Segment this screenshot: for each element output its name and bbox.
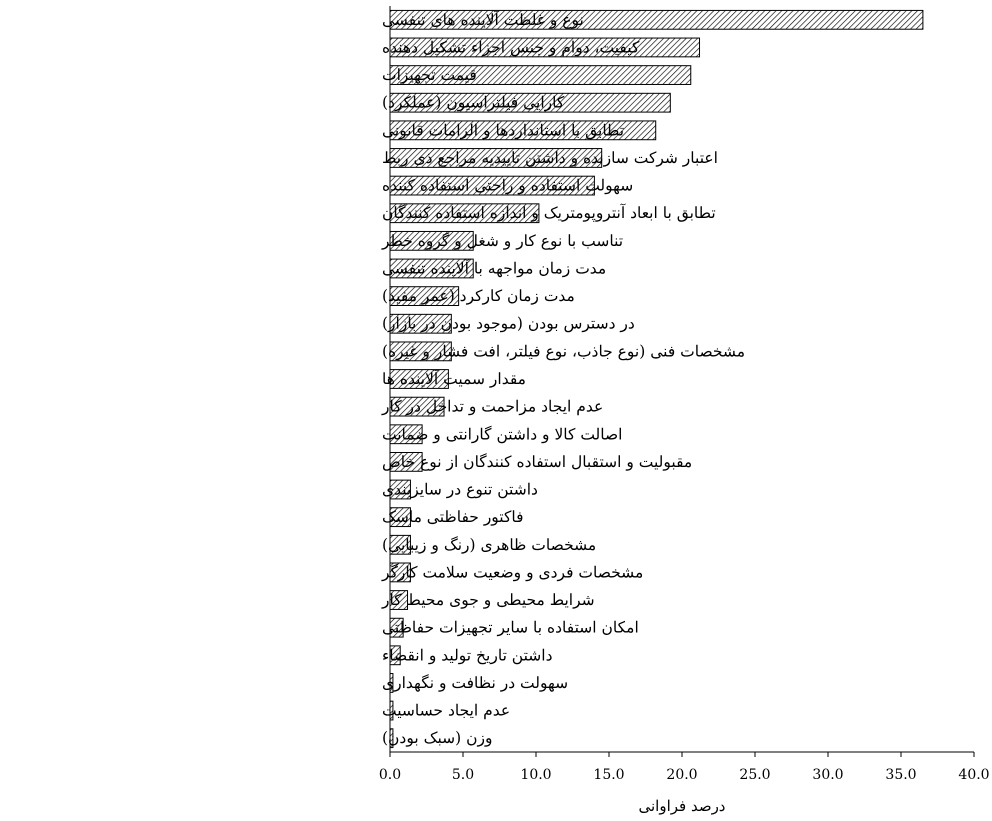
category-label: نوع و غلظت آلاینده های تنفسی [382,9,584,29]
category-label: عدم ایجاد حساسیت [382,702,510,720]
x-tick-label: 10.0 [520,767,551,783]
x-tick-label: 15.0 [593,767,624,783]
category-label: مشخصات فردی و وضعیت سلامت کارگر [381,562,643,581]
category-label: تطابق با ابعاد آنتروپومتریک و اندازه است… [382,202,716,222]
category-label: مدت زمان کارکرد (عمر مفید) [382,287,575,305]
category-label: کارایی فیلتراسیون (عملکرد) [382,94,565,112]
category-label: اصالت کالا و داشتن گارانتی و ضمانت [382,424,622,443]
x-tick-label: 30.0 [812,767,843,783]
x-tick-label: 0.0 [379,767,401,783]
category-label: تناسب با نوع کار و شغل و گروه خطر [381,231,623,250]
category-label: در دسترس بودن (موجود بودن در بازار) [382,315,635,333]
category-labels: نوع و غلظت آلاینده های تنفسی کیفیت، دوام … [381,9,745,747]
x-tick-label: 25.0 [739,767,770,783]
x-tick-label: 35.0 [885,767,916,783]
category-label: قیمت تجهیزات [382,66,477,84]
category-label: کیفیت، دوام و جنس اجزاء تشکیل دهنده [382,38,640,56]
category-label: مدت زمان مواجهه با آلاینده تنفسی [382,257,606,277]
category-label: مشخصات فنی (نوع جاذب، نوع فیلتر، افت فشا… [382,342,745,360]
category-label: سهولت در نظافت و نگهداری [382,673,568,692]
x-axis-title: درصد فراوانی [638,797,725,815]
x-tick-label: 40.0 [958,767,989,783]
category-label: مشخصات ظاهری (رنگ و زیبایی) [382,535,596,554]
x-tick-label: 5.0 [452,767,474,783]
category-label: مقبولیت و استقبال استفاده کنندگان از نوع… [382,452,692,471]
category-label: اعتبار شرکت سازنده و داشتن تاییدیه مراجع… [382,149,718,167]
category-label: شرایط محیطی و جوی محیط کار [381,591,595,609]
category-label: داشتن تاریخ تولید و انقضاء [382,646,553,664]
category-label: فاکتور حفاظتی ماسک [382,508,524,526]
category-label: تطابق با استانداردها و الزامات قانونی [382,121,624,139]
x-tick-label: 20.0 [666,767,697,783]
category-label: وزن (سبک بودن) [382,729,492,747]
category-label: امکان استفاده با سایر تجهیزات حفاظتی [382,619,639,637]
category-label: سهولت استفاده و راحتی استفاده کننده [382,177,633,195]
axes: 0.0 5.0 10.0 15.0 20.0 25.0 30.0 35.0 40.0 [379,6,990,783]
category-label: عدم ایجاد مزاحمت و تداخل در کار [381,398,603,416]
category-label: مقدار سمیت آلاینده ها [382,368,526,388]
category-label: داشتن تنوع در سایزبندی [382,481,538,499]
